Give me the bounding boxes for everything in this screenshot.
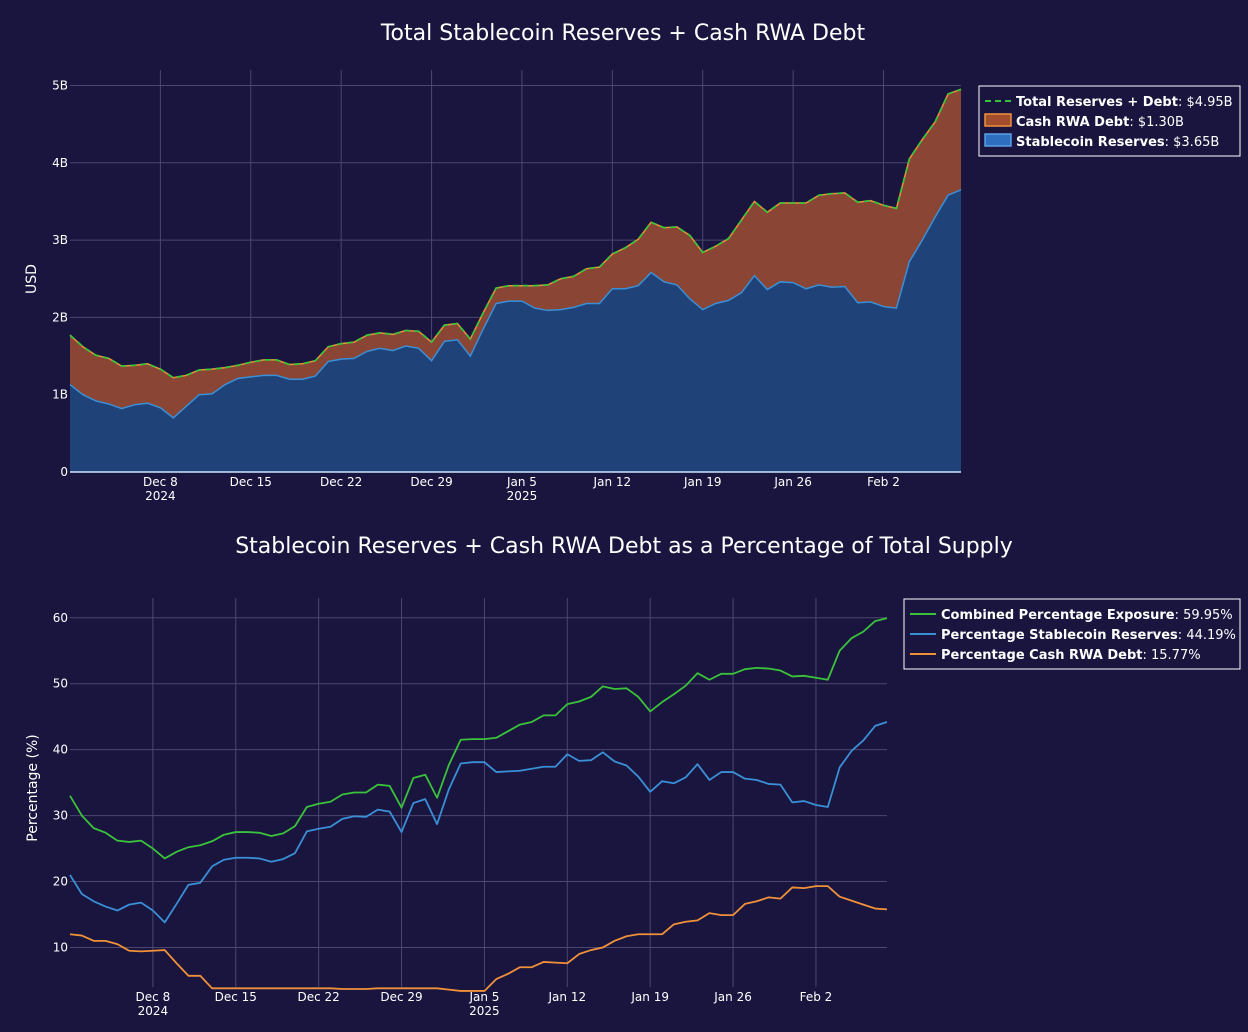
legend-item-percentage-stablecoin-reserves[interactable]: Percentage Stablecoin Reserves: 44.19% [910,628,1236,643]
chart2-y-axis-label: Percentage (%) [25,734,41,841]
legend-label-total-reserves-debt: Total Reserves + Debt [1016,95,1178,110]
y-tick-label: 30 [53,809,68,823]
legend-value-cash-rwa-debt: $1.30B [1138,115,1184,130]
legend-value-total-reserves-debt: $4.95B [1186,95,1232,110]
chart1-y-axis-label: USD [24,264,40,294]
chart1-legend-box [978,85,1241,157]
y-tick-label: 60 [53,611,68,625]
legend-text-total-reserves-debt: Total Reserves + Debt: $4.95B [1016,95,1233,110]
legend-text-percentage-cash-rwa-debt: Percentage Cash RWA Debt: 15.77% [941,648,1201,663]
line-percentage-cash-rwa-debt [69,885,888,992]
y-tick-label: 1B [52,388,68,402]
legend-text-stablecoin-reserves: Stablecoin Reserves: $3.65B [1016,135,1219,150]
chart1-plot-area [69,88,962,473]
x-tick-label: Dec 15 [215,990,257,1004]
y-tick-label: 4B [52,156,68,170]
x-tick-label: Feb 2 [867,475,900,489]
legend-label-cash-rwa-debt: Cash RWA Debt [1016,115,1129,130]
x-tick-label: Dec 22 [297,990,339,1004]
chart2-plot-area [69,617,888,992]
legend-label-percentage-stablecoin-reserves: Percentage Stablecoin Reserves [941,628,1178,643]
legend-text-cash-rwa-debt: Cash RWA Debt: $1.30B [1016,115,1184,130]
x-tick-label: Jan 12 [548,990,587,1004]
legend-item-cash-rwa-debt[interactable]: Cash RWA Debt: $1.30B [984,113,1184,130]
x-tick-label: Jan 26 [713,990,752,1004]
legend-text-combined-percentage-exposure: Combined Percentage Exposure: 59.95% [941,608,1233,623]
line-total-reserves-debt [69,88,962,379]
area-cash-rwa-debt [70,89,961,418]
x-tick-label: Jan 26 [773,475,812,489]
x-tick-label: Jan 12 [593,475,632,489]
chart2-gridlines [70,598,887,987]
x-tick-label: Dec 22 [320,475,362,489]
chart2-legend-box [903,598,1241,670]
legend-swatch-cash-rwa-debt [984,113,1012,127]
y-tick-label: 0 [60,465,68,479]
legend-text-percentage-stablecoin-reserves: Percentage Stablecoin Reserves: 44.19% [941,628,1236,643]
legend-item-total-reserves-debt[interactable]: Total Reserves + Debt: $4.95B [985,95,1233,110]
line-stablecoin-reserves [69,189,962,419]
legend-value-combined-percentage-exposure: 59.95% [1183,608,1233,623]
x-tick-label: 2024 [138,1004,169,1018]
x-tick-label: Dec 8 [143,475,178,489]
chart2-title: Stablecoin Reserves + Cash RWA Debt as a… [235,534,1013,559]
legend-swatch-stablecoin-reserves [984,133,1012,147]
x-tick-label: Dec 15 [230,475,272,489]
y-tick-label: 40 [53,743,68,757]
x-tick-label: Jan 19 [683,475,722,489]
x-tick-label: Dec 29 [410,475,452,489]
legend-label-percentage-cash-rwa-debt: Percentage Cash RWA Debt [941,648,1142,663]
x-tick-label: Jan 5 [468,990,499,1004]
y-tick-label: 2B [52,310,68,324]
x-tick-label: 2024 [145,489,176,503]
x-tick-label: Feb 2 [800,990,833,1004]
legend-label-combined-percentage-exposure: Combined Percentage Exposure [941,608,1175,623]
legend-value-stablecoin-reserves: $3.65B [1173,135,1219,150]
chart1-title: Total Stablecoin Reserves + Cash RWA Deb… [380,21,866,46]
legend-item-combined-percentage-exposure[interactable]: Combined Percentage Exposure: 59.95% [910,608,1233,623]
x-tick-label: Jan 5 [506,475,537,489]
y-tick-label: 50 [53,677,68,691]
area-stablecoin-reserves [70,189,961,473]
x-tick-label: Jan 19 [630,990,669,1004]
x-tick-label: Dec 8 [136,990,171,1004]
x-tick-label: 2025 [507,489,538,503]
legend-item-stablecoin-reserves[interactable]: Stablecoin Reserves: $3.65B [984,133,1219,150]
chart2-legend[interactable]: Combined Percentage Exposure: 59.95% Per… [903,598,1241,670]
chart1-legend[interactable]: Total Reserves + Debt: $4.95B Cash RWA D… [978,85,1241,157]
y-tick-label: 3B [52,233,68,247]
x-tick-label: 2025 [469,1004,500,1018]
legend-label-stablecoin-reserves: Stablecoin Reserves [1016,135,1165,150]
line-combined-percentage-exposure [69,617,888,860]
x-tick-label: Dec 29 [380,990,422,1004]
legend-value-percentage-cash-rwa-debt: 15.77% [1151,648,1201,663]
y-tick-label: 10 [53,940,68,954]
y-tick-label: 5B [52,78,68,92]
line-percentage-stablecoin-reserves [69,721,888,924]
legend-item-percentage-cash-rwa-debt[interactable]: Percentage Cash RWA Debt: 15.77% [910,648,1201,663]
legend-value-percentage-stablecoin-reserves: 44.19% [1186,628,1236,643]
y-tick-label: 20 [53,875,68,889]
